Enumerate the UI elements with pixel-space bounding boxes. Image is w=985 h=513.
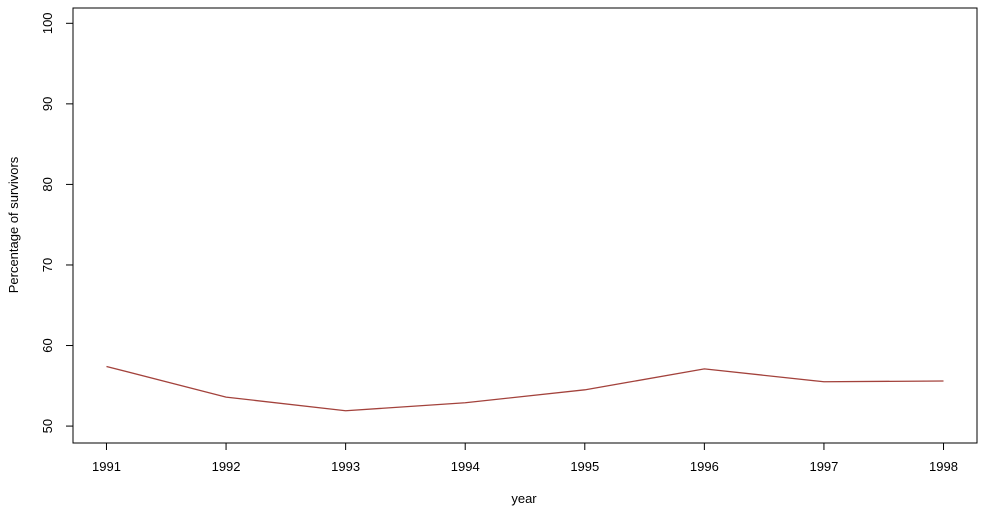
y-tick-label: 50	[40, 419, 55, 433]
plot-box	[72, 7, 978, 444]
y-axis-label: Percentage of survivors	[6, 156, 21, 293]
x-tick-label: 1998	[929, 459, 958, 474]
x-tick-label: 1995	[570, 459, 599, 474]
x-tick-label: 1993	[331, 459, 360, 474]
line-series	[106, 365, 944, 412]
y-tick-label: 70	[40, 258, 55, 272]
x-tick-label: 1994	[451, 459, 480, 474]
x-tick-label: 1992	[212, 459, 241, 474]
x-tick-label: 1991	[92, 459, 121, 474]
y-tick-label: 60	[40, 338, 55, 352]
y-tick-label: 100	[40, 12, 55, 34]
x-tick-label: 1997	[809, 459, 838, 474]
x-tick-label: 1996	[690, 459, 719, 474]
y-tick-label: 80	[40, 177, 55, 191]
y-tick-label: 90	[40, 97, 55, 111]
x-axis-label: year	[511, 491, 537, 506]
